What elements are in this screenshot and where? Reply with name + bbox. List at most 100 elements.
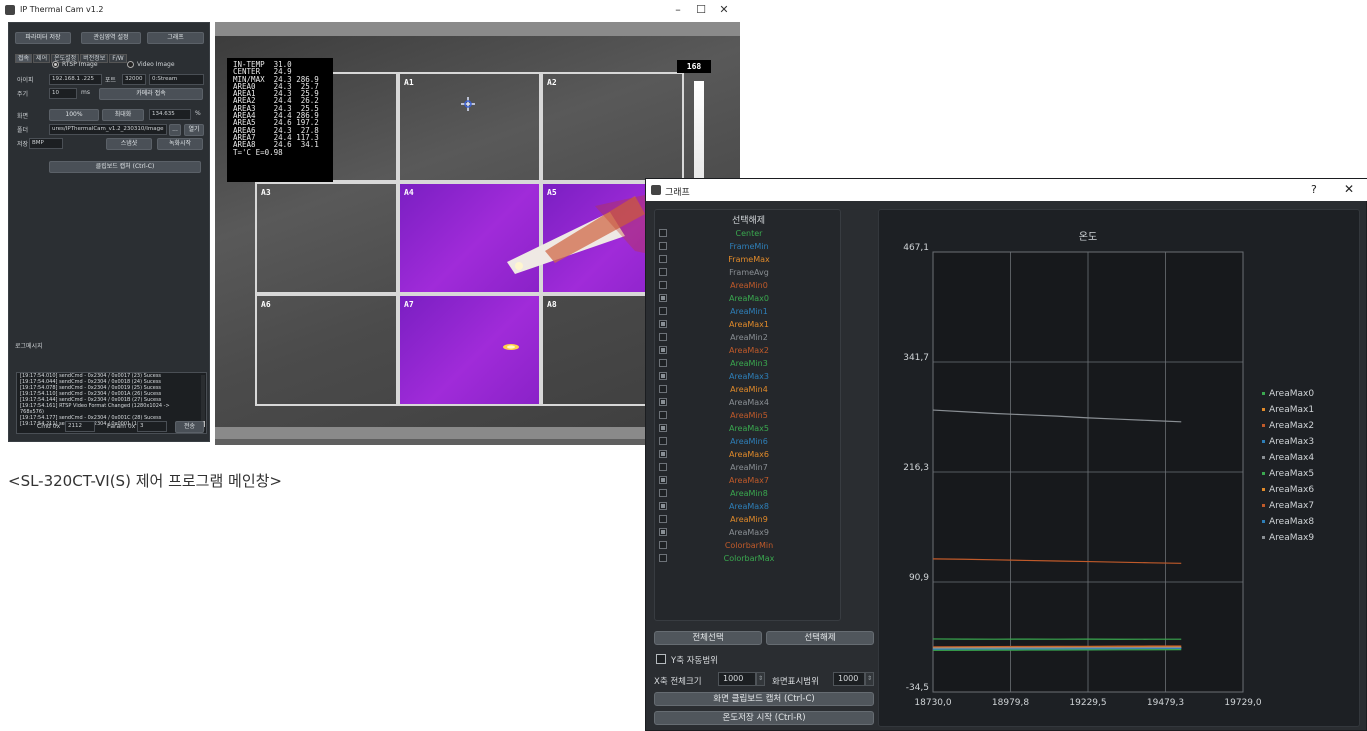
maximize-icon[interactable]: ☐ bbox=[696, 3, 706, 16]
help-icon[interactable]: ? bbox=[1311, 183, 1317, 196]
series-item-colorbarmax[interactable]: ColorbarMax bbox=[659, 552, 839, 565]
series-item-colorbarmin[interactable]: ColorbarMin bbox=[659, 539, 839, 552]
rtsp-radio[interactable] bbox=[52, 61, 59, 68]
series-item-areamax1[interactable]: AreaMax1 bbox=[659, 318, 839, 331]
series-checkbox[interactable] bbox=[659, 229, 667, 237]
tab-connect[interactable]: 접속 bbox=[15, 54, 33, 63]
series-item-areamax3[interactable]: AreaMax3 bbox=[659, 370, 839, 383]
y-auto-range-checkbox[interactable] bbox=[656, 654, 666, 664]
close-icon[interactable]: ✕ bbox=[1344, 182, 1355, 196]
series-item-areamax9[interactable]: AreaMax9 bbox=[659, 526, 839, 539]
series-checkbox[interactable] bbox=[659, 489, 667, 497]
series-checkbox[interactable] bbox=[659, 463, 667, 471]
record-start-button[interactable]: 녹화시작 bbox=[157, 138, 203, 150]
series-checkbox[interactable] bbox=[659, 398, 667, 406]
tab-firmware[interactable]: F/W bbox=[109, 54, 127, 63]
series-checkbox[interactable] bbox=[659, 515, 667, 523]
series-checkbox[interactable] bbox=[659, 437, 667, 445]
series-item-areamin1[interactable]: AreaMin1 bbox=[659, 305, 839, 318]
series-item-areamin3[interactable]: AreaMin3 bbox=[659, 357, 839, 370]
roi-cell-a2[interactable]: A2 bbox=[541, 72, 684, 182]
series-item-areamax5[interactable]: AreaMax5 bbox=[659, 422, 839, 435]
series-item-areamax6[interactable]: AreaMax6 bbox=[659, 448, 839, 461]
roi-cell-a1[interactable]: A1 bbox=[398, 72, 541, 182]
series-item-areamin9[interactable]: AreaMin9 bbox=[659, 513, 839, 526]
graph-button[interactable]: 그래프 bbox=[147, 32, 204, 44]
series-item-areamin6[interactable]: AreaMin6 bbox=[659, 435, 839, 448]
tab-control[interactable]: 제어 bbox=[33, 54, 51, 63]
close-icon[interactable]: ✕ bbox=[719, 3, 729, 16]
video-radio[interactable] bbox=[127, 61, 134, 68]
browse-button[interactable]: ... bbox=[169, 124, 181, 136]
series-item-areamin0[interactable]: AreaMin0 bbox=[659, 279, 839, 292]
save-parameters-button[interactable]: 파라미터 저장 bbox=[15, 32, 71, 44]
tab-version[interactable]: 버전정보 bbox=[80, 54, 109, 63]
roi-settings-button[interactable]: 관심영역 설정 bbox=[81, 32, 141, 44]
roi-cell-a3[interactable]: A3 bbox=[255, 182, 398, 294]
tab-temperature[interactable]: 온도설정 bbox=[51, 54, 80, 63]
series-checkbox[interactable] bbox=[659, 320, 667, 328]
period-input[interactable]: 10 bbox=[49, 88, 77, 99]
series-checkbox[interactable] bbox=[659, 255, 667, 263]
series-checkbox[interactable] bbox=[659, 372, 667, 380]
series-checkbox[interactable] bbox=[659, 359, 667, 367]
x-display-range-spin[interactable]: ⇕ bbox=[865, 672, 874, 686]
send-button[interactable]: 전송 bbox=[175, 421, 204, 433]
series-item-areamax2[interactable]: AreaMax2 bbox=[659, 344, 839, 357]
camera-connect-button[interactable]: 카메라 접속 bbox=[99, 88, 203, 100]
series-item-frameavg[interactable]: FrameAvg bbox=[659, 266, 839, 279]
clipboard-capture-button[interactable]: 클립보드 캡처 (Ctrl-C) bbox=[49, 161, 201, 173]
ip-input[interactable]: 192.168.1 .225 bbox=[49, 74, 102, 85]
series-checkbox[interactable] bbox=[659, 541, 667, 549]
snapshot-button[interactable]: 스냅샷 bbox=[106, 138, 152, 150]
x-display-range-input[interactable]: 1000 bbox=[833, 672, 865, 686]
series-checkbox[interactable] bbox=[659, 411, 667, 419]
series-item-areamin8[interactable]: AreaMin8 bbox=[659, 487, 839, 500]
series-checkbox[interactable] bbox=[659, 333, 667, 341]
series-checkbox[interactable] bbox=[659, 424, 667, 432]
minimize-icon[interactable]: – bbox=[675, 3, 681, 16]
series-checkbox[interactable] bbox=[659, 476, 667, 484]
series-item-areamax7[interactable]: AreaMax7 bbox=[659, 474, 839, 487]
series-checkbox[interactable] bbox=[659, 554, 667, 562]
series-checkbox[interactable] bbox=[659, 502, 667, 510]
deselect-all-button[interactable]: 선택해제 bbox=[766, 631, 874, 645]
series-item-center[interactable]: Center bbox=[659, 227, 839, 240]
series-checkbox[interactable] bbox=[659, 268, 667, 276]
maximize-button[interactable]: 최대화 bbox=[102, 109, 144, 121]
folder-input[interactable]: ures/IPThermalCam_v1.2_230310/Image bbox=[49, 124, 167, 135]
series-item-framemin[interactable]: FrameMin bbox=[659, 240, 839, 253]
temperature-chart[interactable]: 18730,0 18979,8 19229,5 19479,3 19729,0 467,1… bbox=[879, 210, 1361, 728]
series-item-areamin2[interactable]: AreaMin2 bbox=[659, 331, 839, 344]
select-all-button[interactable]: 전체선택 bbox=[654, 631, 762, 645]
stream-select[interactable]: 0:Stream bbox=[149, 74, 204, 85]
series-item-areamin4[interactable]: AreaMin4 bbox=[659, 383, 839, 396]
port-input[interactable]: 32000 bbox=[122, 74, 146, 85]
series-checkbox[interactable] bbox=[659, 307, 667, 315]
screen-clipboard-capture-button[interactable]: 화면 클립보드 캡처 (Ctrl-C) bbox=[654, 692, 874, 706]
series-list-header[interactable]: 선택해제 bbox=[731, 216, 766, 226]
x-total-size-input[interactable]: 1000 bbox=[718, 672, 756, 686]
zoom-100-button[interactable]: 100% bbox=[49, 109, 99, 121]
series-item-framemax[interactable]: FrameMax bbox=[659, 253, 839, 266]
format-select[interactable]: BMP bbox=[29, 138, 63, 149]
cmd-input[interactable]: 2112 bbox=[65, 421, 95, 432]
series-checkbox[interactable] bbox=[659, 294, 667, 302]
series-item-areamax0[interactable]: AreaMax0 bbox=[659, 292, 839, 305]
roi-cell-a6[interactable]: A6 bbox=[255, 294, 398, 406]
series-checkbox[interactable] bbox=[659, 346, 667, 354]
series-checkbox[interactable] bbox=[659, 450, 667, 458]
series-checkbox[interactable] bbox=[659, 242, 667, 250]
series-checkbox[interactable] bbox=[659, 385, 667, 393]
series-item-areamin5[interactable]: AreaMin5 bbox=[659, 409, 839, 422]
series-checkbox[interactable] bbox=[659, 281, 667, 289]
ratio-input[interactable]: 134.635 bbox=[149, 109, 191, 120]
series-item-areamax4[interactable]: AreaMax4 bbox=[659, 396, 839, 409]
series-item-areamax8[interactable]: AreaMax8 bbox=[659, 500, 839, 513]
x-total-size-spin[interactable]: ⇕ bbox=[756, 672, 765, 686]
temperature-save-start-button[interactable]: 온도저장 시작 (Ctrl-R) bbox=[654, 711, 874, 725]
series-item-areamin7[interactable]: AreaMin7 bbox=[659, 461, 839, 474]
roi-cell-a4[interactable]: A4 bbox=[398, 182, 541, 294]
series-checkbox[interactable] bbox=[659, 528, 667, 536]
param-input[interactable]: 3 bbox=[137, 421, 167, 432]
